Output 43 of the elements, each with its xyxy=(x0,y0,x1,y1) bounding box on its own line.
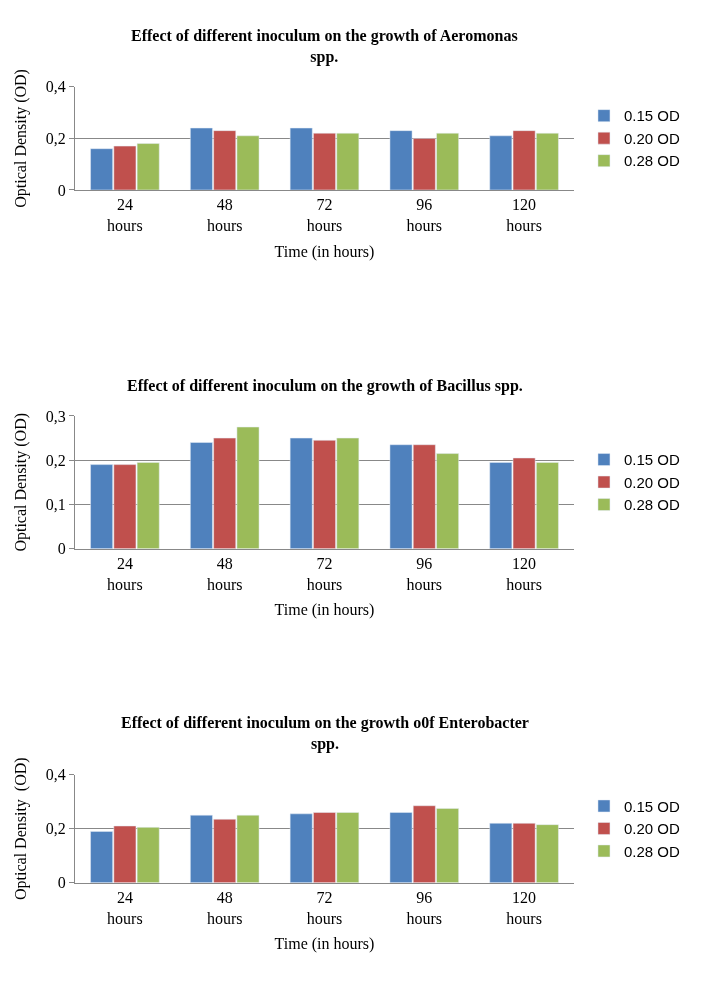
y-tick-label: 0,4 xyxy=(45,78,66,96)
legend-label: 0.28 OD xyxy=(623,842,681,860)
legend-label: 0.15 OD xyxy=(623,451,681,469)
y-tick-label: 0,1 xyxy=(45,496,66,514)
y-tick-label: 0,2 xyxy=(45,820,66,838)
y-axis-title: Optical Density (OD) xyxy=(11,412,30,552)
x-tick-label: 120 hours xyxy=(506,554,542,593)
legend-label: 0.28 OD xyxy=(623,496,681,514)
x-tick-label: 48 hours xyxy=(206,196,243,234)
legend-label: 0.28 OD xyxy=(623,152,681,170)
legend-label: 0.20 OD xyxy=(623,473,681,491)
x-tick-label: 48 hours xyxy=(206,888,243,927)
y-tick-label: 0,3 xyxy=(45,407,66,425)
chart-title: Effect of different inoculum on the growth of Aeromonas spp. xyxy=(131,27,518,66)
chart-title: Effect of different inoculum on the growth of Bacillus spp. xyxy=(127,377,523,395)
y-tick-label: 0,2 xyxy=(45,129,66,147)
y-tick-label: 0,4 xyxy=(45,766,66,784)
y-tick-label: 0 xyxy=(57,540,66,558)
y-axis-title: Optical Density (OD) xyxy=(11,757,30,901)
x-axis-title: Time (in hours) xyxy=(274,601,375,620)
x-tick-label: 24 hours xyxy=(107,196,143,234)
x-axis-title: Time (in hours) xyxy=(274,242,375,261)
x-tick-label: 72 hours xyxy=(306,888,343,927)
x-axis-title: Time (in hours) xyxy=(274,935,375,954)
y-tick-label: 0,2 xyxy=(45,451,66,469)
chart-title: Effect of different inoculum on the growth o0f Enterobacter spp. xyxy=(121,714,529,753)
x-tick-label: 120 hours xyxy=(506,888,542,927)
legend-label: 0.15 OD xyxy=(623,797,681,815)
legend-label: 0.15 OD xyxy=(623,107,681,125)
x-tick-label: 72 hours xyxy=(306,554,343,593)
x-tick-label: 24 hours xyxy=(107,554,143,593)
x-tick-label: 72 hours xyxy=(306,196,343,234)
x-tick-label: 96 hours xyxy=(406,888,443,927)
legend-label: 0.20 OD xyxy=(623,820,681,838)
y-axis-title: Optical Density (OD) xyxy=(11,69,30,208)
x-tick-label: 48 hours xyxy=(206,554,243,593)
y-tick-label: 0 xyxy=(57,181,66,199)
x-tick-label: 120 hours xyxy=(506,196,542,234)
legend-label: 0.20 OD xyxy=(623,129,681,147)
x-tick-label: 96 hours xyxy=(406,554,443,593)
x-tick-label: 96 hours xyxy=(406,196,443,234)
x-tick-label: 24 hours xyxy=(107,888,143,927)
y-tick-label: 0 xyxy=(57,874,66,892)
